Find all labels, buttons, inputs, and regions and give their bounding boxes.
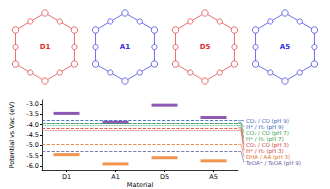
svg-text:-4.5: -4.5: [26, 131, 39, 139]
svg-text:D5: D5: [200, 43, 211, 51]
svg-text:CO₂ / CO (pH 9): CO₂ / CO (pH 9): [246, 117, 289, 124]
svg-text:Material: Material: [127, 181, 154, 189]
svg-text:D5: D5: [160, 173, 169, 181]
svg-text:-4.0: -4.0: [26, 121, 39, 129]
svg-text:H⁺ / H₂ (pH 9): H⁺ / H₂ (pH 9): [246, 123, 284, 130]
svg-text:A5: A5: [209, 173, 218, 181]
svg-text:D1: D1: [62, 173, 71, 181]
svg-text:H⁺ / H₂ (pH 3): H⁺ / H₂ (pH 3): [246, 147, 284, 154]
svg-text:TeOA⁺ / TeOA (pH 9): TeOA⁺ / TeOA (pH 9): [245, 160, 301, 167]
svg-text:CO₂ / CO (pH 7): CO₂ / CO (pH 7): [246, 129, 289, 136]
svg-text:CO₂ / CO (pH 3): CO₂ / CO (pH 3): [246, 141, 289, 148]
svg-text:-3.5: -3.5: [26, 110, 39, 118]
svg-text:Potential vs Vac (eV): Potential vs Vac (eV): [8, 102, 16, 169]
svg-text:A1: A1: [111, 173, 120, 181]
svg-text:-3.0: -3.0: [26, 100, 39, 108]
svg-text:DHA / AA (pH 3): DHA / AA (pH 3): [246, 153, 291, 160]
svg-text:-5.5: -5.5: [26, 152, 39, 160]
svg-text:A1: A1: [120, 43, 130, 51]
svg-text:-5.0: -5.0: [26, 141, 39, 149]
svg-text:H⁺ / H₂ (pH 7): H⁺ / H₂ (pH 7): [246, 135, 284, 142]
svg-text:A5: A5: [280, 43, 290, 51]
svg-text:D1: D1: [40, 43, 51, 51]
svg-text:-6.0: -6.0: [26, 162, 39, 170]
